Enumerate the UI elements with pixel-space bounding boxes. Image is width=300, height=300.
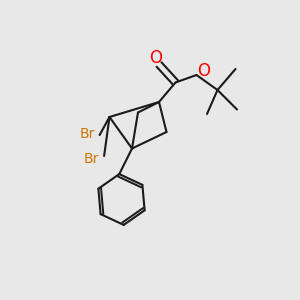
Text: Br: Br [79,127,95,140]
Text: Br: Br [84,152,99,166]
Text: O: O [149,49,163,67]
Text: O: O [197,62,211,80]
